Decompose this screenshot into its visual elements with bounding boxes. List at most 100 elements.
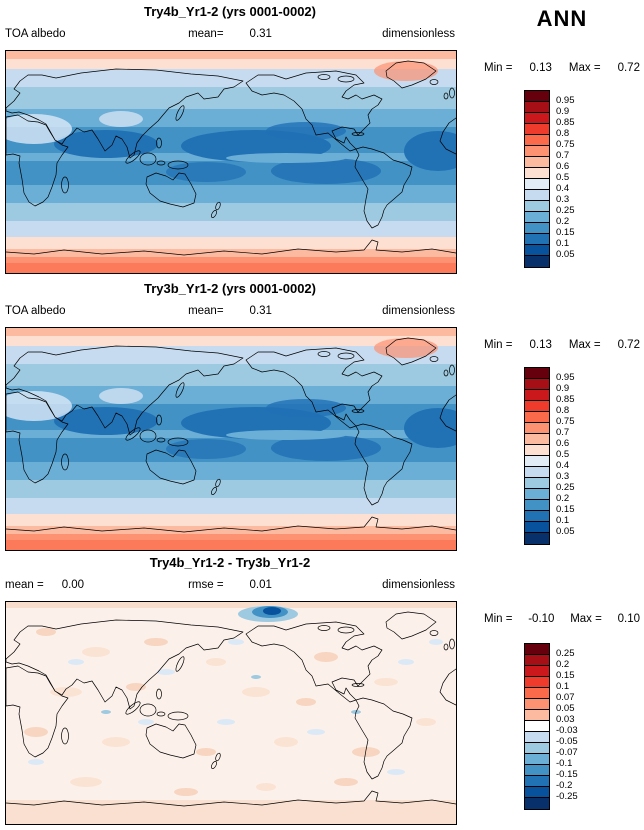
colorbar-cell [525, 776, 549, 787]
colorbar-cell [525, 423, 549, 434]
colorbar-cell [525, 91, 549, 102]
colorbar-tick-label: 0.15 [556, 227, 575, 238]
colorbar-tick-label: 0.1 [556, 515, 570, 526]
colorbar-tick-label: 0.05 [556, 703, 575, 714]
min-value: -0.10 [528, 613, 555, 625]
colorbar-cell [525, 445, 549, 456]
colorbar-cell [525, 212, 549, 223]
colorbar-difference: 0.25 0.2 0.15 0.1 0.07 0.05 0.03 -0.03 -0.05 -0.0… [524, 643, 604, 823]
colorbar-try4b: 0.95 0.9 0.85 0.8 0.75 0.7 0.6 0.5 0.4 0.3 0.25 0.2… [524, 90, 604, 280]
colorbar-try3b: 0.95 0.9 0.85 0.8 0.75 0.7 0.6 0.5 0.4 0.3 0.25 0.2… [524, 367, 604, 557]
colorbar-cell [525, 434, 549, 445]
colorbar-cell [525, 124, 549, 135]
colorbar-cell [525, 223, 549, 234]
colorbar-cell [525, 533, 549, 544]
colorbar-cell [525, 699, 549, 710]
panel-header-row: mean = 0.00 rmse = 0.01 dimensionless [5, 579, 455, 591]
rmse-value: 0.01 [249, 579, 272, 591]
colorbar-cell [525, 500, 549, 511]
panel-header-row: TOA albedo mean= 0.31 dimensionless [5, 305, 455, 317]
colorbar-tick-label: 0.3 [556, 471, 570, 482]
colorbar-tick-label: -0.2 [556, 780, 573, 791]
colorbar-tick-label: 0.03 [556, 714, 575, 725]
colorbar-cell [525, 754, 549, 765]
minmax-row: Min = 0.13 Max = 0.72 [484, 339, 640, 351]
colorbar-cell [525, 489, 549, 500]
max-value: 0.10 [617, 613, 640, 625]
colorbar-tick-label: 0.9 [556, 106, 570, 117]
colorbar-cell [525, 710, 549, 721]
colorbar-scale [524, 643, 550, 810]
colorbar-tick-label: 0.4 [556, 460, 570, 471]
max-label: Max = [570, 613, 602, 625]
colorbar-cell [525, 765, 549, 776]
colorbar-cell [525, 368, 549, 379]
panel-title-try4b: Try4b_Yr1-2 (yrs 0001-0002) [143, 4, 316, 19]
colorbar-cell [525, 256, 549, 267]
colorbar-cell [525, 245, 549, 256]
max-value: 0.72 [617, 62, 640, 74]
colorbar-cell [525, 201, 549, 212]
max-label: Max = [568, 62, 601, 74]
colorbar-tick-label: 0.07 [556, 692, 575, 703]
colorbar-tick-label: 0.2 [556, 493, 570, 504]
colorbar-tick-label: -0.1 [556, 758, 573, 769]
map-frame-difference [5, 601, 457, 825]
colorbar-tick-label: 0.25 [556, 205, 575, 216]
units-label: dimensionless [382, 305, 455, 317]
colorbar-tick-label: 0.5 [556, 172, 570, 183]
minmax-row: Min = -0.10 Max = 0.10 [484, 613, 640, 625]
colorbar-tick-label: -0.15 [556, 769, 578, 780]
mean-label: mean= [188, 28, 224, 40]
mean-value: 0.31 [249, 28, 272, 40]
colorbar-cell [525, 412, 549, 423]
colorbar-tick-label: 0.95 [556, 372, 575, 383]
colorbar-cell [525, 379, 549, 390]
units-label: dimensionless [382, 28, 455, 40]
variable-label-group: TOA albedo [5, 305, 84, 317]
colorbar-cell [525, 135, 549, 146]
colorbar-cell [525, 688, 549, 699]
colorbar-tick-label: 0.85 [556, 117, 575, 128]
map-frame-try3b [5, 327, 457, 551]
colorbar-tick-label: 0.2 [556, 216, 570, 227]
min-label: Min = [484, 613, 513, 625]
colorbar-tick-label: -0.07 [556, 747, 578, 758]
colorbar-tick-label: 0.2 [556, 659, 570, 670]
panel-title-difference: Try4b_Yr1-2 - Try3b_Yr1-2 [149, 555, 311, 570]
panel-title-try3b: Try3b_Yr1-2 (yrs 0001-0002) [143, 281, 316, 296]
mean-label: mean = [5, 579, 44, 591]
season-label: ANN [536, 6, 588, 31]
colorbar-cell [525, 401, 549, 412]
colorbar-tick-label: 0.8 [556, 128, 570, 139]
colorbar-tick-label: 0.7 [556, 427, 570, 438]
colorbar-cell [525, 113, 549, 124]
colorbar-tick-label: 0.25 [556, 648, 575, 659]
colorbar-cell [525, 234, 549, 245]
min-value: 0.13 [529, 339, 552, 351]
colorbar-tick-label: -0.03 [556, 725, 578, 736]
colorbar-cell [525, 522, 549, 533]
colorbar-tick-label: 0.15 [556, 670, 575, 681]
colorbar-tick-label: 0.1 [556, 238, 570, 249]
colorbar-cell [525, 511, 549, 522]
albedo-map-try3b [6, 328, 456, 550]
variable-label: TOA albedo [5, 28, 66, 40]
difference-map [6, 602, 456, 824]
minmax-row: Min = 0.13 Max = 0.72 [484, 62, 640, 74]
colorbar-tick-label: 0.8 [556, 405, 570, 416]
colorbar-cell [525, 102, 549, 113]
variable-label-group: TOA albedo [5, 28, 84, 40]
mean-label: mean= [188, 305, 224, 317]
colorbar-tick-label: -0.25 [556, 791, 578, 802]
colorbar-tick-label: 0.15 [556, 504, 575, 515]
colorbar-cell [525, 168, 549, 179]
max-label: Max = [568, 339, 601, 351]
colorbar-cell [525, 146, 549, 157]
colorbar-cell [525, 798, 549, 809]
colorbar-cell [525, 478, 549, 489]
colorbar-cell [525, 190, 549, 201]
colorbar-tick-label: 0.95 [556, 95, 575, 106]
colorbar-tick-label: 0.6 [556, 438, 570, 449]
